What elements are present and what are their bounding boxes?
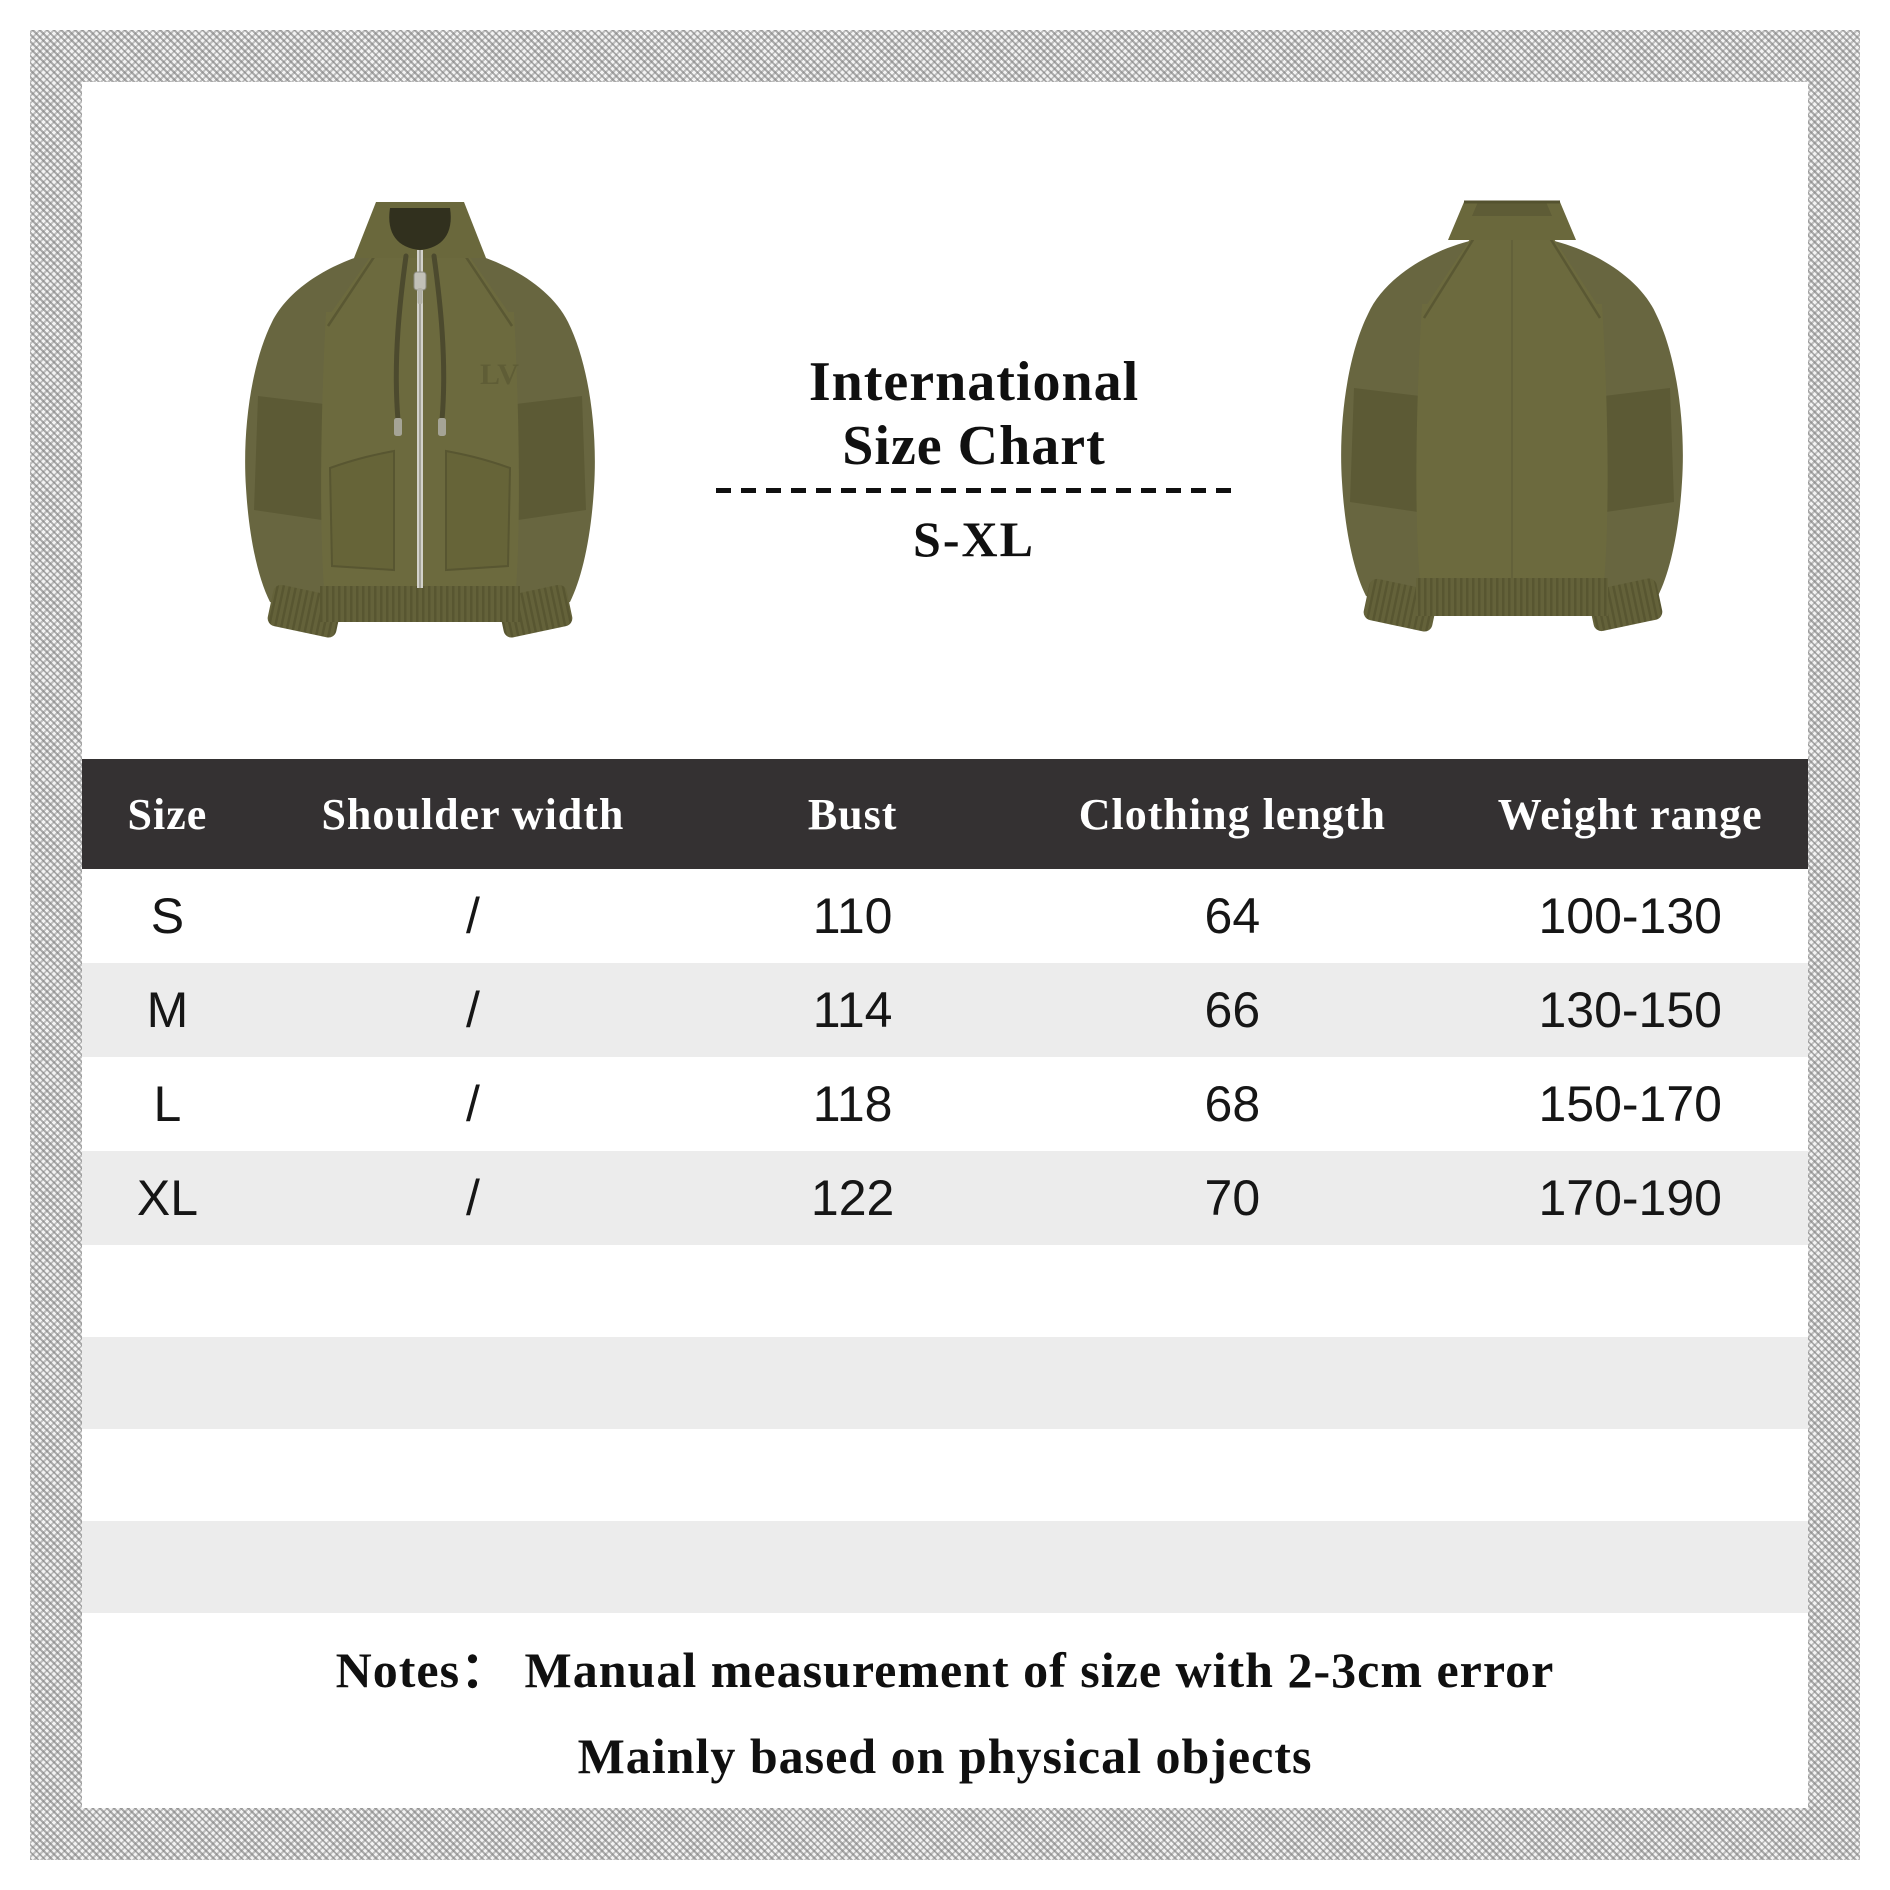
- content-area: LV: [82, 82, 1808, 1808]
- header-bust: Bust: [692, 759, 1013, 869]
- header-bust-label: Bust: [807, 789, 898, 839]
- table-row-xl: XL / 122 70 170-190: [82, 1151, 1808, 1245]
- cell-size: S: [150, 888, 185, 944]
- cell-weight: 100-130: [1538, 888, 1722, 944]
- table-row-s: S / 110 64 100-130: [82, 869, 1808, 963]
- header-size: Size: [82, 759, 253, 869]
- cell-weight: 130-150: [1538, 982, 1722, 1038]
- cell-bust: 110: [812, 888, 893, 944]
- cell-length: 66: [1204, 982, 1261, 1038]
- cell-size: M: [146, 982, 189, 1038]
- empty-row: [82, 1337, 1808, 1429]
- cell-shoulder: /: [465, 982, 480, 1038]
- cell-length: 68: [1204, 1076, 1261, 1132]
- cell-shoulder: /: [465, 1076, 480, 1132]
- notes-line-1: Notes： Manual measurement of size with 2…: [335, 1642, 1555, 1698]
- cell-weight: 170-190: [1538, 1170, 1722, 1226]
- chest-logo: LV: [480, 358, 519, 391]
- notes-line-2: Mainly based on physical objects: [577, 1728, 1313, 1784]
- empty-row: [82, 1429, 1808, 1521]
- cell-weight: 150-170: [1538, 1076, 1722, 1132]
- header-size-label: Size: [127, 789, 208, 839]
- jacket-back-image: [1341, 200, 1683, 632]
- cell-length: 70: [1204, 1170, 1261, 1226]
- cell-bust: 114: [812, 982, 893, 1038]
- cell-bust: 118: [812, 1076, 893, 1132]
- cell-bust: 122: [810, 1170, 895, 1226]
- cell-shoulder: /: [465, 1170, 480, 1226]
- table-header-row: Size Shoulder width Bust Clothing length…: [82, 759, 1808, 869]
- header-clothing-length-label: Clothing length: [1078, 789, 1386, 839]
- cell-shoulder: /: [465, 888, 480, 944]
- cell-size: L: [153, 1076, 182, 1132]
- cell-length: 64: [1204, 888, 1261, 944]
- header-shoulder-width: Shoulder width: [252, 759, 693, 869]
- page-title-line-1: International: [808, 351, 1140, 413]
- empty-row: [82, 1245, 1808, 1337]
- header-clothing-length: Clothing length: [1012, 759, 1453, 869]
- table-row-l: L / 118 68 150-170: [82, 1057, 1808, 1151]
- page-title-line-2: Size Chart: [842, 415, 1106, 477]
- header-weight-range-label: Weight range: [1497, 789, 1763, 839]
- empty-row: [82, 1521, 1808, 1613]
- header-weight-range: Weight range: [1452, 759, 1808, 869]
- header-shoulder-width-label: Shoulder width: [321, 789, 625, 839]
- size-range-label: S-XL: [913, 511, 1035, 567]
- cell-size: XL: [136, 1170, 199, 1226]
- dashed-divider: [716, 488, 1232, 493]
- title-block: International Size Chart S-XL: [694, 350, 1254, 567]
- jacket-front-image: LV: [245, 202, 595, 638]
- size-table: Size Shoulder width Bust Clothing length…: [82, 759, 1808, 1613]
- notes-block: Notes： Manual measurement of size with 2…: [82, 1627, 1808, 1799]
- table-row-m: M / 114 66 130-150: [82, 963, 1808, 1057]
